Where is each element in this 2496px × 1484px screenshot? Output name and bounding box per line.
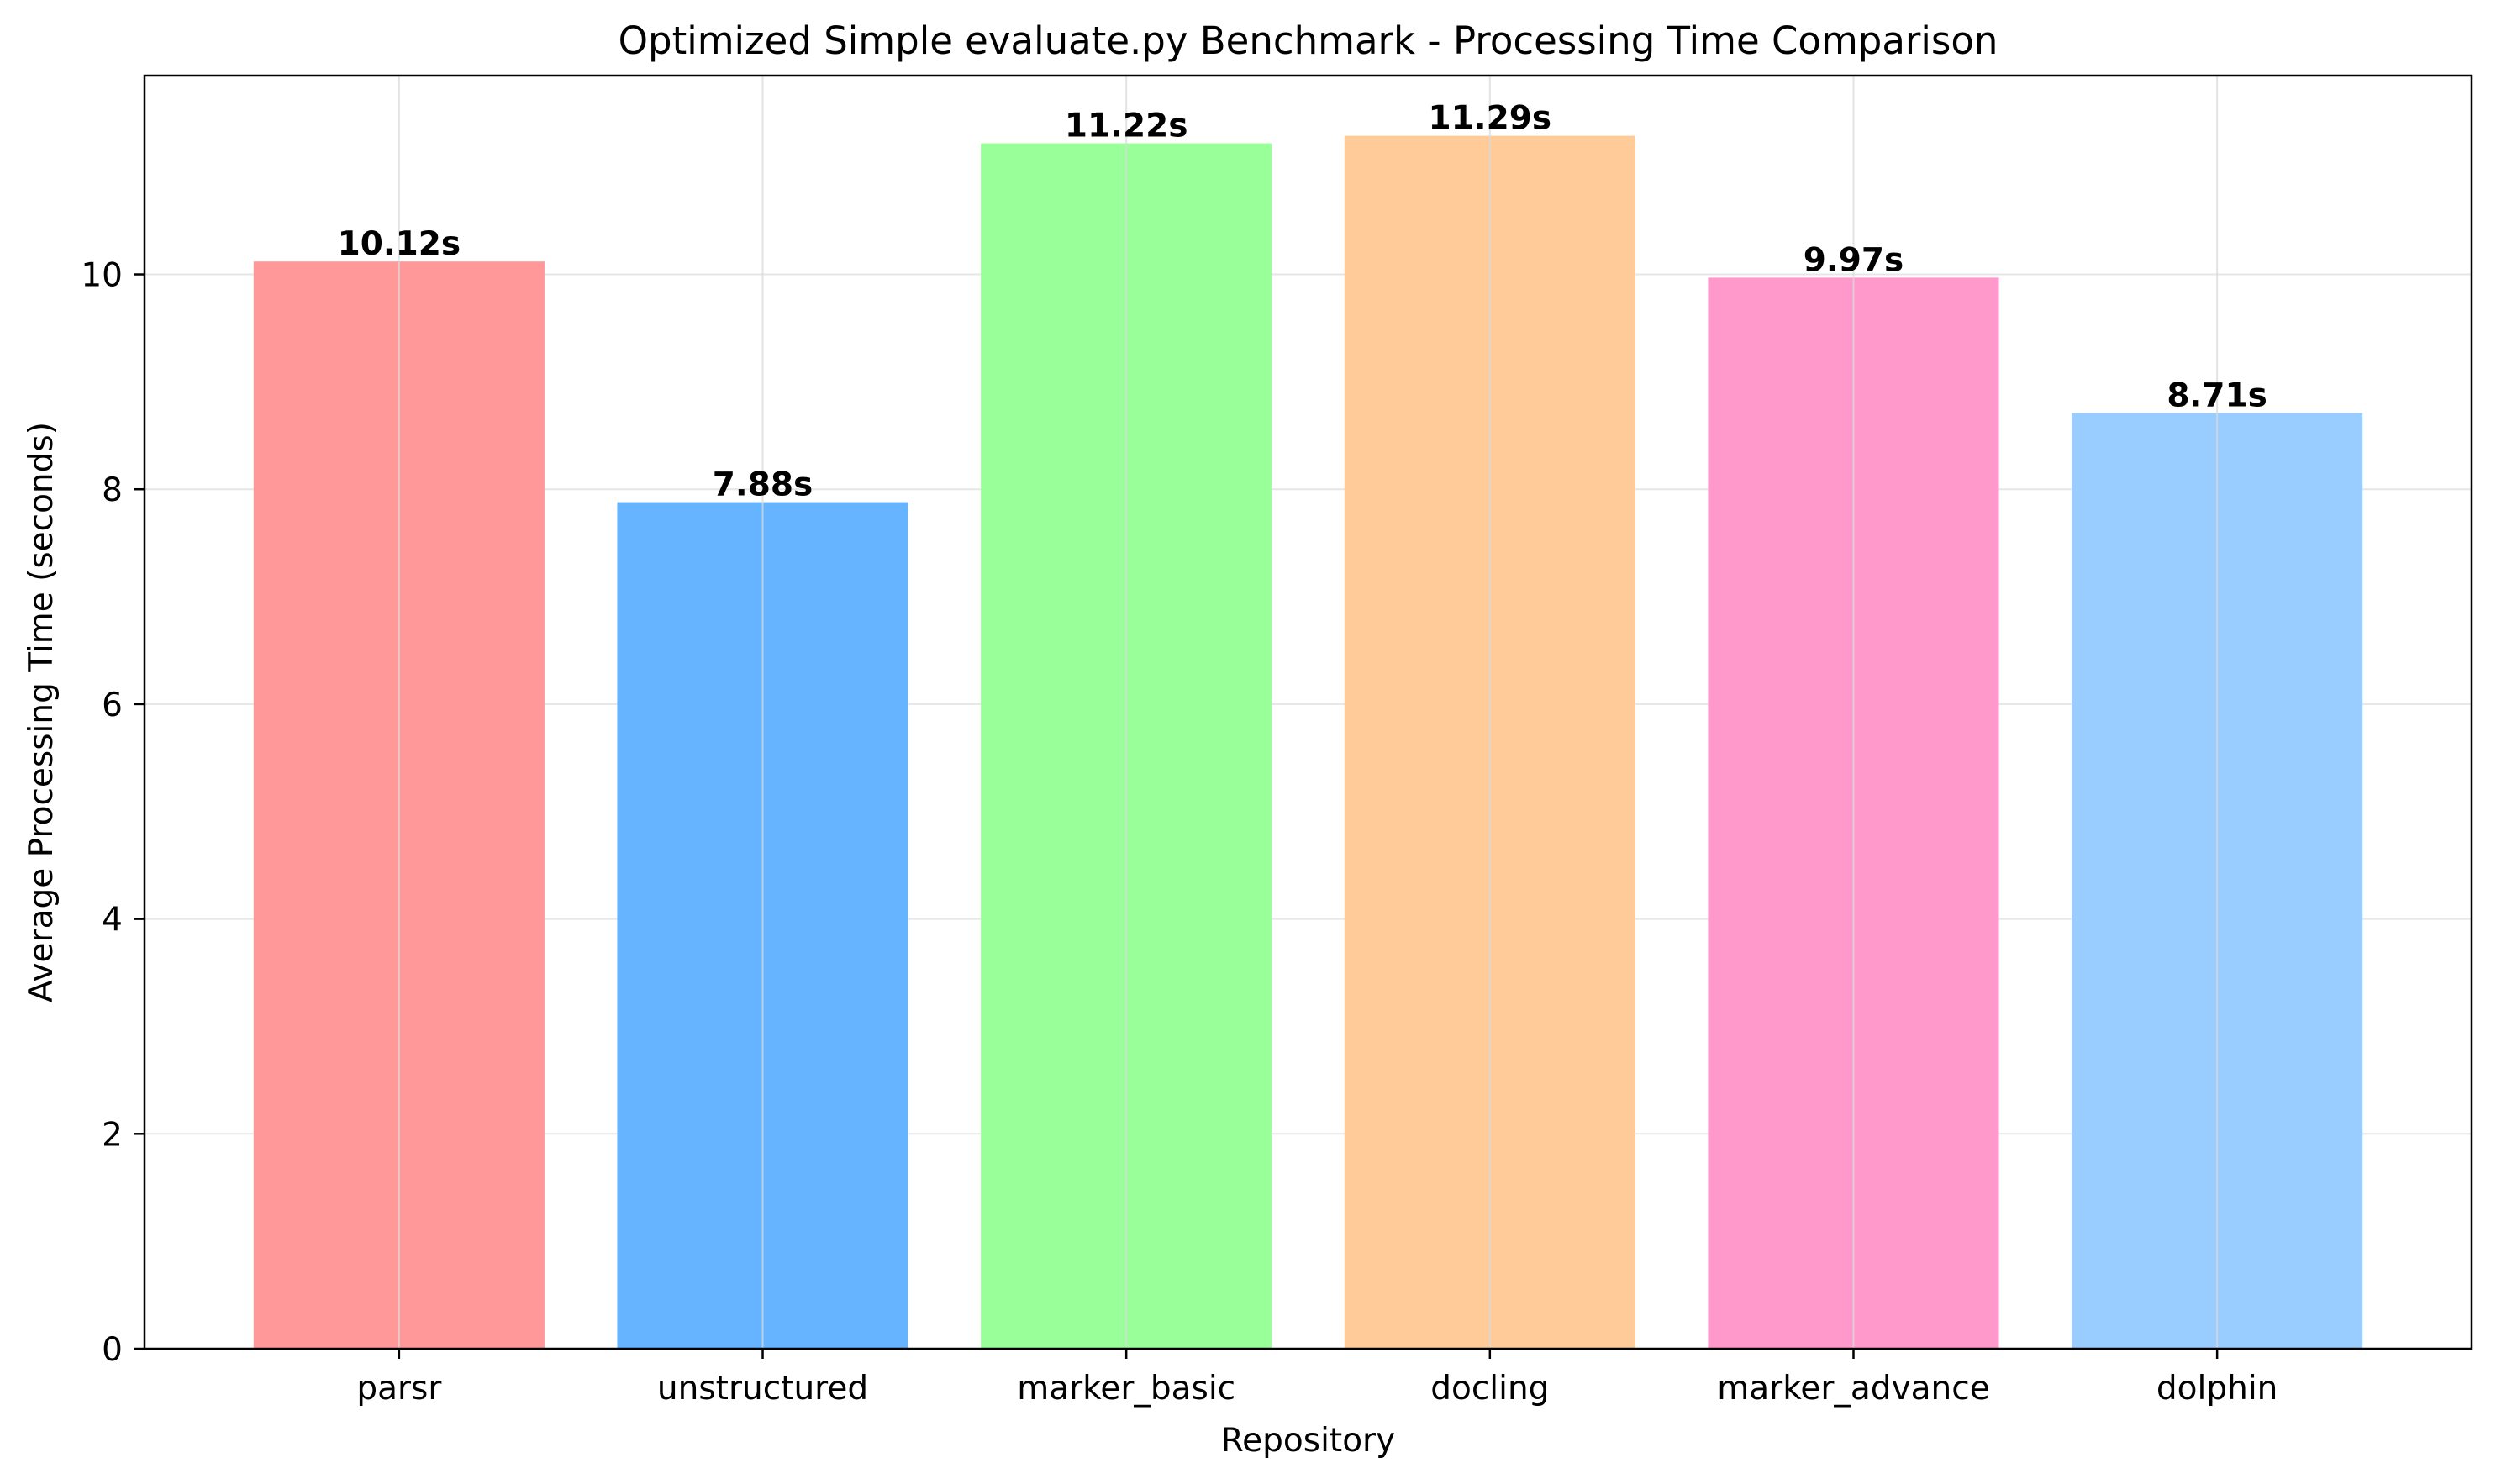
bar-value-label: 8.71s <box>2167 376 2267 414</box>
bar-value-label: 9.97s <box>1804 241 1904 279</box>
bar-value-label: 7.88s <box>713 466 813 504</box>
bar-value-label: 11.29s <box>1429 100 1552 138</box>
x-tick-label: dolphin <box>2156 1370 2277 1408</box>
x-tick-label: docling <box>1430 1370 1549 1408</box>
y-tick-label: 0 <box>102 1331 123 1369</box>
x-axis-label: Repository <box>1221 1422 1395 1460</box>
x-tick-label: unstructured <box>657 1370 868 1408</box>
y-tick-label: 6 <box>102 687 123 724</box>
y-tick-label: 8 <box>102 471 123 509</box>
y-tick-label: 10 <box>81 257 123 295</box>
plot-area-frame <box>143 74 2473 1350</box>
x-tick-label: marker_advance <box>1717 1370 1989 1408</box>
chart-title: Optimized Simple evaluate.py Benchmark -… <box>619 18 1998 63</box>
y-axis-label: Average Processing Time (seconds) <box>23 422 61 1002</box>
value-labels: 10.12s 7.88s 11.22s 11.29s 9.97s 8.71s <box>338 100 2267 504</box>
x-tick-label: marker_basic <box>1017 1370 1235 1408</box>
vertical-grid-lines <box>398 76 2219 1349</box>
y-tick-label: 2 <box>102 1116 123 1154</box>
y-tick-label: 4 <box>102 902 123 939</box>
bar-value-label: 10.12s <box>338 225 461 263</box>
axis-ticks: 0 2 4 6 8 10 parsr unstructured marker_basic docl… <box>81 257 2277 1408</box>
bar-value-label: 11.22s <box>1065 108 1188 145</box>
x-tick-label: parsr <box>356 1370 442 1408</box>
